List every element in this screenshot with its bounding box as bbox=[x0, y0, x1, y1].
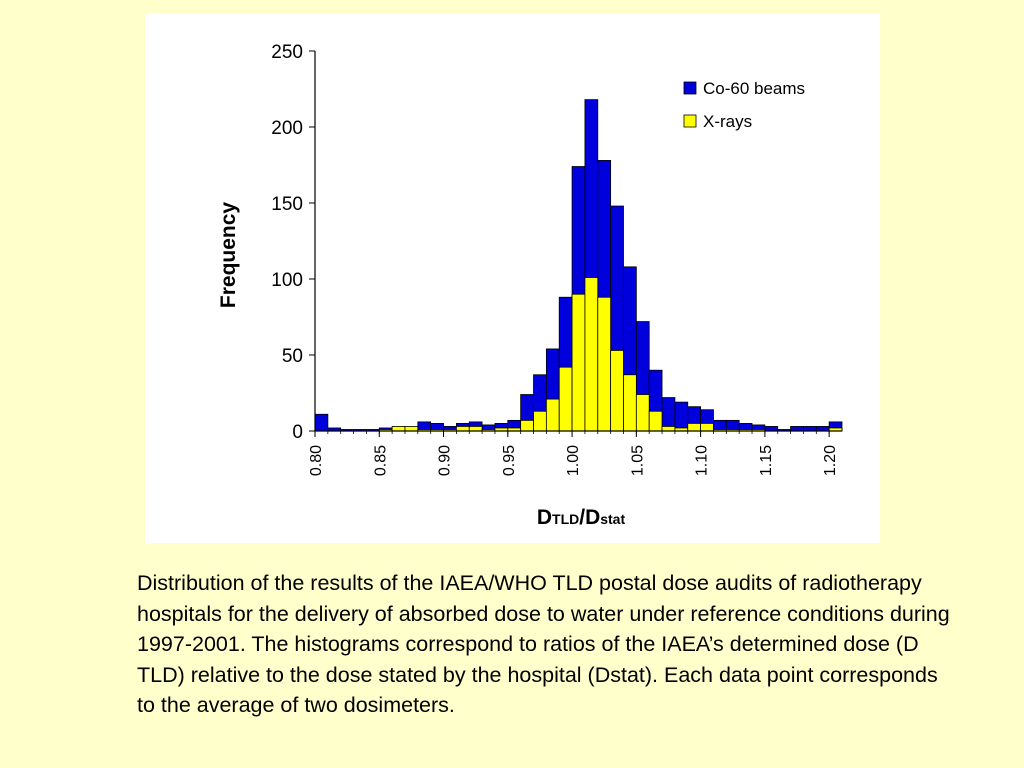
x-axis-label: DTLD/Dstat bbox=[537, 506, 626, 529]
legend-label-co60: Co-60 beams bbox=[703, 79, 805, 98]
legend-swatch-co60 bbox=[683, 81, 697, 95]
y-tick-label: 50 bbox=[282, 346, 303, 367]
x-tick-label: 1.10 bbox=[694, 445, 711, 476]
xray-bar bbox=[687, 422, 702, 432]
co60-bar bbox=[764, 426, 779, 432]
co60-bar bbox=[803, 426, 817, 432]
xray-bar bbox=[635, 394, 650, 432]
co60-bar bbox=[815, 426, 830, 432]
chart-axes bbox=[309, 50, 842, 437]
xray-bar bbox=[455, 426, 470, 432]
y-tick-label: 150 bbox=[271, 194, 303, 215]
xray-bar bbox=[404, 426, 419, 432]
co60-bar bbox=[661, 397, 676, 432]
xray-bar bbox=[661, 426, 676, 432]
histogram-chart: 0 50 100 150 200 250 0.80 0.85 0.90 0.95 1.00 1.05… bbox=[217, 42, 843, 529]
xray-bar bbox=[700, 422, 714, 432]
x-axis-label-main: D bbox=[537, 506, 552, 529]
xray-bar bbox=[533, 410, 547, 432]
x-axis-label-sub2: stat bbox=[600, 511, 625, 527]
xray-bar bbox=[520, 419, 534, 432]
x-axis-label-slash: /D bbox=[579, 506, 600, 529]
xray-bar bbox=[545, 398, 560, 432]
x-tick-labels: 0.80 0.85 0.90 0.95 1.00 1.05 1.10 1.15 1.20 bbox=[308, 445, 839, 476]
x-tick-label: 0.85 bbox=[372, 445, 389, 476]
xray-bar bbox=[391, 426, 406, 432]
xray-bar bbox=[558, 366, 573, 432]
y-tick-labels: 0 50 100 150 200 250 bbox=[271, 42, 303, 443]
legend-swatch-xrays bbox=[683, 114, 697, 128]
x-tick-label: 0.90 bbox=[437, 445, 454, 476]
xray-bar bbox=[648, 410, 663, 432]
y-tick-label: 200 bbox=[271, 118, 303, 139]
y-tick-label: 0 bbox=[292, 422, 303, 443]
xray-bars bbox=[378, 277, 843, 432]
chart-legend: Co-60 beams X-rays bbox=[683, 79, 805, 131]
xray-bar bbox=[610, 350, 624, 432]
x-tick-label: 1.05 bbox=[629, 445, 646, 476]
legend-label-xrays: X-rays bbox=[703, 112, 752, 131]
co60-bar bbox=[314, 413, 329, 432]
figure-caption: Distribution of the results of the IAEA/… bbox=[137, 571, 950, 717]
co60-bar bbox=[674, 401, 689, 432]
x-tick-label: 1.00 bbox=[565, 445, 582, 476]
x-tick-label: 1.20 bbox=[822, 445, 839, 476]
xray-bar bbox=[623, 374, 637, 432]
x-tick-label: 0.95 bbox=[501, 445, 518, 476]
xray-bar bbox=[571, 293, 586, 432]
y-axis-label: Frequency bbox=[217, 202, 240, 309]
chart-panel: 0 50 100 150 200 250 0.80 0.85 0.90 0.95 1.00 1.05… bbox=[145, 13, 880, 543]
x-axis-label-sub1: TLD bbox=[552, 511, 579, 527]
y-tick-label: 100 bbox=[271, 270, 303, 291]
x-tick-label: 0.80 bbox=[308, 445, 325, 476]
co60-bar bbox=[790, 426, 804, 432]
xray-bar bbox=[468, 426, 483, 432]
y-tick-label: 250 bbox=[271, 42, 303, 63]
xray-bar bbox=[584, 277, 599, 432]
x-tick-label: 1.15 bbox=[758, 445, 775, 476]
xray-bar bbox=[597, 296, 612, 432]
